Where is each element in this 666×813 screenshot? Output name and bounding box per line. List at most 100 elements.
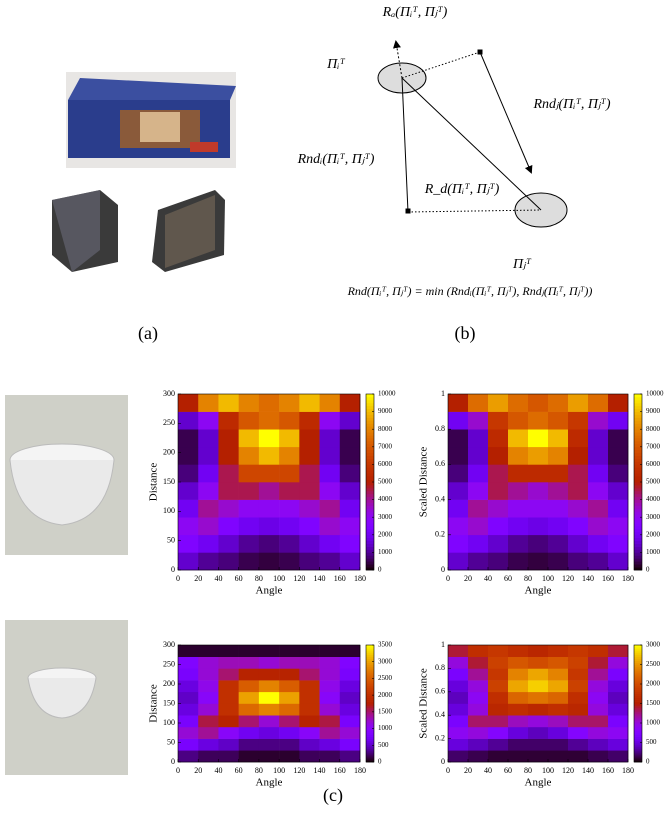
heatmap-cell: [568, 680, 588, 692]
y-tick-label: 300: [163, 389, 175, 398]
heatmap-cell: [259, 704, 280, 716]
heatmap-cell: [568, 750, 588, 762]
heatmap-cell: [528, 394, 548, 412]
colorbar-segment: [634, 473, 642, 476]
colorbar-segment: [366, 526, 374, 529]
heatmap-cell: [259, 500, 280, 518]
colorbar-segment: [634, 505, 642, 508]
heatmap-cell: [279, 680, 300, 692]
heatmap-cell: [528, 668, 548, 680]
colorbar-segment: [366, 511, 374, 514]
heatmap-cell: [299, 680, 320, 692]
heatmap-cell: [299, 394, 320, 412]
x-tick-label: 0: [446, 574, 450, 583]
colorbar-segment: [634, 503, 642, 506]
heatmap-cell: [608, 750, 628, 762]
heatmap-cell: [608, 394, 628, 412]
colorbar-tick-label: 9000: [646, 407, 661, 415]
y-tick-label: 0: [441, 757, 445, 766]
heatmap-cell: [320, 482, 341, 500]
heatmap-cell: [548, 750, 568, 762]
heatmap-cell: [568, 535, 588, 553]
heatmap-cell: [508, 412, 528, 430]
heatmap-cell: [178, 464, 199, 482]
x-tick-label: 20: [464, 574, 472, 583]
heatmap-cell: [198, 692, 219, 704]
heatmap-cell: [448, 429, 468, 447]
heatmap-cell: [198, 517, 219, 535]
heatmap-cell: [548, 727, 568, 739]
pi-j-label: Πⱼᵀ: [512, 257, 532, 272]
colorbar-tick-label: 9000: [378, 407, 393, 415]
heatmap-cell: [178, 482, 199, 500]
heatmap-cell: [279, 739, 300, 751]
colorbar-segment: [366, 645, 374, 647]
heatmap-cell: [340, 727, 361, 739]
colorbar-segment: [634, 447, 642, 450]
colorbar-segment: [634, 538, 642, 541]
heatmap-cell: [468, 482, 488, 500]
heatmap-cell: [239, 500, 260, 518]
heatmap-cell: [468, 668, 488, 680]
heatmap-cell: [299, 552, 320, 570]
colorbar-segment: [366, 441, 374, 444]
heatmap-cell: [548, 482, 568, 500]
panel-label: (a): [138, 323, 158, 344]
heatmap-cell: [279, 645, 300, 657]
heatmap-cell: [468, 429, 488, 447]
heatmap-cell: [508, 482, 528, 500]
heatmap-cell: [198, 750, 219, 762]
colorbar-segment: [366, 529, 374, 532]
heatmap-cell: [548, 394, 568, 412]
colorbar-segment: [634, 500, 642, 503]
heatmap-cell: [279, 464, 300, 482]
heatmap-cell: [239, 704, 260, 716]
heatmap-cell: [468, 715, 488, 727]
heatmap-cell: [178, 645, 199, 657]
heatmap-cell: [178, 500, 199, 518]
heatmap-cell: [320, 750, 341, 762]
colorbar-segment: [634, 456, 642, 459]
y-axis-label: Scaled Distance: [418, 668, 430, 739]
colorbar-segment: [366, 417, 374, 420]
heatmap-cell: [528, 750, 548, 762]
heatmap-cell: [608, 429, 628, 447]
colorbar-segment: [634, 470, 642, 473]
colorbar-segment: [634, 394, 642, 397]
colorbar-segment: [634, 435, 642, 438]
heatmap-cell: [340, 645, 361, 657]
heatmap-cell: [568, 447, 588, 465]
heatmap-cell: [508, 552, 528, 570]
colorbar-tick-label: 6000: [646, 460, 661, 468]
heatmap-cell: [340, 517, 361, 535]
colorbar-segment: [634, 491, 642, 494]
colorbar-segment: [366, 397, 374, 400]
heatmap-cell: [528, 412, 548, 430]
colorbar-segment: [634, 432, 642, 435]
colorbar-segment: [366, 470, 374, 473]
heatmap-cell: [488, 482, 508, 500]
y-tick-label: 0.4: [435, 494, 445, 503]
heatmap-cell: [528, 447, 548, 465]
heatmap-cell: [608, 517, 628, 535]
heatmap-cell: [448, 727, 468, 739]
heatmap-cell: [178, 447, 199, 465]
heatmap-cell: [239, 739, 260, 751]
colorbar-segment: [366, 415, 374, 418]
colorbar-segment: [634, 494, 642, 497]
heatmap-cell: [340, 715, 361, 727]
heatmap-cell: [259, 535, 280, 553]
heatmap-cell: [588, 680, 608, 692]
y-tick-label: 200: [163, 447, 175, 456]
rndj-label: Rndⱼ(Πᵢᵀ, Πⱼᵀ): [532, 97, 610, 112]
y-axis-label: Scaled Distance: [418, 447, 430, 518]
heatmap-cell: [468, 727, 488, 739]
heatmap-cell: [548, 517, 568, 535]
x-tick-label: 20: [194, 574, 202, 583]
colorbar-segment: [634, 476, 642, 479]
colorbar-tick-label: 0: [646, 566, 650, 574]
heatmap-cell: [299, 500, 320, 518]
colorbar-tick-label: 3000: [378, 657, 393, 665]
colorbar-segment: [366, 535, 374, 538]
heatmap-cell: [568, 552, 588, 570]
